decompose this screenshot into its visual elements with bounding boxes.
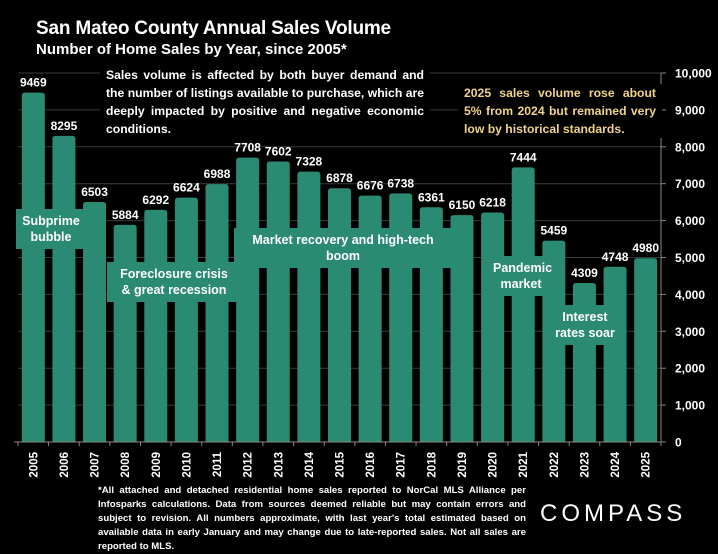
x-tick-label: 2022 bbox=[549, 452, 561, 478]
data-label: 5459 bbox=[540, 224, 567, 238]
y-tick-label: 1,000 bbox=[675, 399, 705, 413]
annotation-pandemic-market: Pandemic market bbox=[487, 256, 555, 296]
x-tick-label: 2021 bbox=[518, 451, 530, 477]
x-tick-label: 2008 bbox=[120, 451, 132, 477]
x-tick-label: 2017 bbox=[396, 452, 408, 478]
annotation-line: Interest bbox=[562, 310, 608, 324]
annotation-line: & great recession bbox=[121, 283, 227, 297]
x-tick-label: 2016 bbox=[365, 452, 377, 478]
x-tick-label: 2018 bbox=[426, 451, 438, 477]
footnote: *All attached and detached residential h… bbox=[98, 485, 526, 552]
bar-2014 bbox=[297, 171, 321, 442]
bar-2013 bbox=[266, 161, 290, 442]
chart-subtitle: Number of Home Sales by Year, since 2005… bbox=[36, 41, 347, 58]
highlight-note: 2025 sales volume rose about 5% from 202… bbox=[458, 84, 662, 138]
bar-2006 bbox=[52, 135, 76, 443]
bar-2010 bbox=[174, 197, 198, 442]
data-label: 6218 bbox=[479, 196, 506, 210]
data-label: 6503 bbox=[81, 185, 108, 199]
bar-2009 bbox=[144, 209, 168, 442]
bar-2015 bbox=[328, 188, 351, 442]
data-label: 8295 bbox=[51, 119, 78, 133]
data-label: 6292 bbox=[142, 193, 169, 207]
annotation-foreclosure-crisis-great-recession: Foreclosure crisis & great recession bbox=[107, 262, 241, 302]
bar-2021 bbox=[511, 167, 535, 442]
bar-2025 bbox=[634, 258, 658, 442]
bar-2007 bbox=[83, 202, 107, 442]
y-tick-label: 4,000 bbox=[675, 288, 705, 302]
annotation-line: Market recovery and high-tech boom bbox=[252, 233, 434, 263]
annotation-interest-rates-soar: Interest rates soar bbox=[547, 305, 623, 345]
bar-2008 bbox=[113, 224, 137, 442]
x-tick-label: 2015 bbox=[335, 451, 347, 477]
data-label: 6150 bbox=[449, 198, 476, 212]
data-label: 6624 bbox=[173, 181, 200, 195]
data-label: 6676 bbox=[357, 179, 384, 193]
annotation-line: Pandemic bbox=[493, 261, 553, 275]
data-label: 6738 bbox=[387, 176, 414, 190]
annotation-line: Subprime bbox=[22, 214, 80, 228]
y-tick-label: 7,000 bbox=[675, 177, 705, 191]
annotation-line: bubble bbox=[30, 230, 72, 244]
y-tick-label: 8,000 bbox=[675, 140, 705, 154]
x-tick-label: 2023 bbox=[579, 452, 591, 478]
x-tick-label: 2013 bbox=[273, 452, 285, 478]
compass-logo: COMPASS bbox=[540, 500, 687, 527]
annotation-line: Foreclosure crisis bbox=[120, 267, 228, 281]
data-label: 4980 bbox=[632, 241, 659, 255]
data-label: 7444 bbox=[510, 150, 537, 164]
x-tick-label: 2020 bbox=[488, 452, 500, 478]
context-note: Sales volume is affected by both buyer d… bbox=[100, 66, 430, 138]
y-tick-label: 2,000 bbox=[675, 362, 705, 376]
chart-title: San Mateo County Annual Sales Volume bbox=[36, 18, 391, 39]
data-label: 9469 bbox=[20, 76, 47, 90]
x-tick-label: 2010 bbox=[181, 452, 193, 478]
x-tick-label: 2012 bbox=[243, 452, 255, 478]
x-tick-label: 2007 bbox=[90, 452, 102, 478]
annotation-line: rates soar bbox=[555, 326, 615, 340]
bar-2024 bbox=[603, 266, 627, 442]
bar-2019 bbox=[450, 215, 474, 442]
data-label: 4309 bbox=[571, 266, 598, 280]
x-tick-label: 2009 bbox=[151, 452, 163, 478]
y-tick-label: 9,000 bbox=[675, 103, 705, 117]
annotation-market-recovery-and-high-tech-boom: Market recovery and high-tech boom bbox=[234, 228, 452, 268]
y-tick-label: 6,000 bbox=[675, 214, 705, 228]
y-tick-label: 10,000 bbox=[675, 67, 712, 81]
x-tick-label: 2019 bbox=[457, 452, 469, 478]
bar-2020 bbox=[481, 212, 505, 442]
data-label: 6988 bbox=[204, 167, 231, 181]
data-label: 7602 bbox=[265, 144, 292, 158]
x-tick-label: 2024 bbox=[610, 451, 622, 477]
y-tick-label: 5,000 bbox=[675, 251, 705, 265]
x-tick-label: 2014 bbox=[304, 451, 316, 477]
bar-2005 bbox=[21, 92, 45, 442]
y-tick-label: 3,000 bbox=[675, 325, 705, 339]
x-tick-label: 2005 bbox=[28, 451, 40, 477]
data-label: 4748 bbox=[602, 250, 629, 264]
data-label: 7708 bbox=[234, 141, 261, 155]
y-tick-label: 0 bbox=[675, 436, 682, 450]
bar-2011 bbox=[205, 184, 229, 442]
data-label: 5884 bbox=[112, 208, 139, 222]
x-tick-label: 2011 bbox=[212, 451, 224, 477]
annotation-line: market bbox=[500, 277, 542, 291]
data-label: 7328 bbox=[296, 155, 323, 169]
data-label: 6878 bbox=[326, 171, 353, 185]
data-label: 6361 bbox=[418, 190, 445, 204]
x-tick-label: 2025 bbox=[641, 451, 653, 477]
annotation-subprime-bubble: Subprime bubble bbox=[16, 209, 86, 249]
x-tick-label: 2006 bbox=[59, 452, 71, 478]
